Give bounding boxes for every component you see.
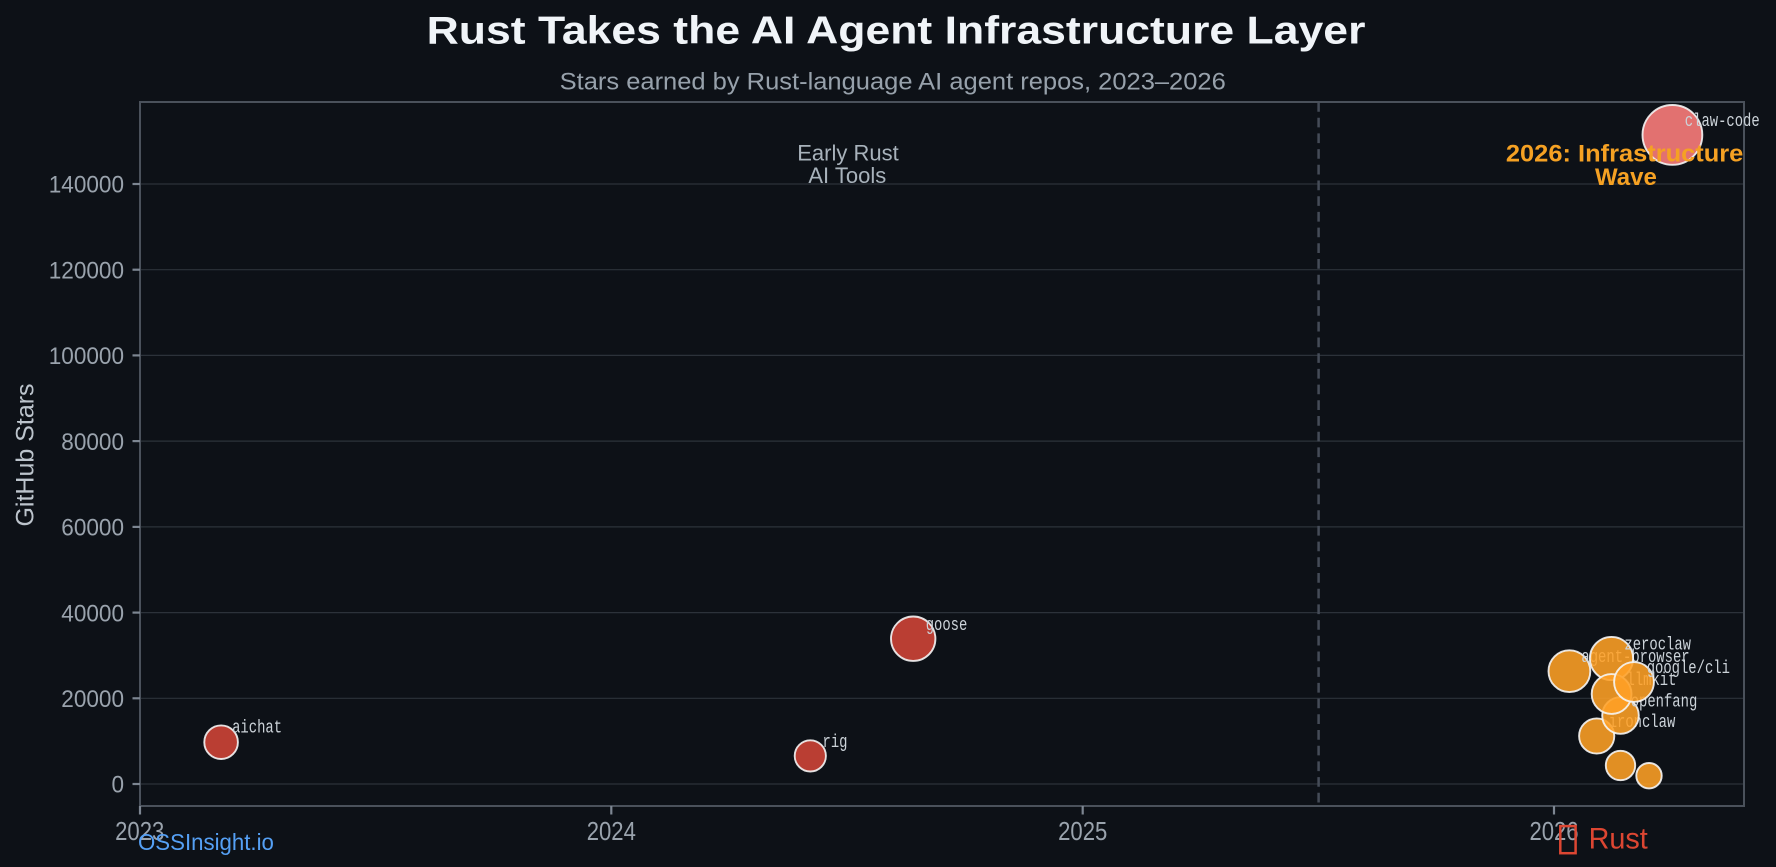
svg-text:rig: rig	[823, 731, 848, 752]
svg-text:2026: Infrastructure: 2026: Infrastructure	[1506, 141, 1743, 167]
svg-text:zeroclaw: zeroclaw	[1624, 634, 1691, 655]
svg-text:2023: 2023	[115, 817, 164, 846]
svg-text:120000: 120000	[49, 257, 124, 284]
svg-text:OSSInsight.io: OSSInsight.io	[138, 829, 274, 854]
svg-text:Early Rust: Early Rust	[797, 141, 898, 166]
svg-text:2026: 2026	[1529, 817, 1578, 846]
svg-text:2024: 2024	[587, 817, 636, 846]
svg-text:140000: 140000	[49, 171, 124, 198]
svg-text:GitHub Stars: GitHub Stars	[12, 383, 40, 526]
svg-text:20000: 20000	[61, 685, 124, 712]
svg-text:Stars earned by Rust-language: Stars earned by Rust-language AI agent r…	[560, 69, 1226, 95]
svg-text:100000: 100000	[49, 342, 124, 369]
svg-text:0: 0	[111, 771, 124, 798]
svg-text:80000: 80000	[61, 428, 124, 455]
svg-text:AI Tools: AI Tools	[808, 163, 886, 188]
svg-text:google/cli: google/cli	[1647, 657, 1730, 678]
svg-text:60000: 60000	[61, 514, 124, 541]
svg-text:aichat: aichat	[232, 717, 282, 738]
svg-text:claw-code: claw-code	[1685, 110, 1760, 131]
svg-text:2025: 2025	[1058, 817, 1107, 846]
svg-text:Wave: Wave	[1595, 164, 1657, 191]
svg-text:40000: 40000	[61, 600, 124, 627]
svg-text:Rust: Rust	[1589, 822, 1648, 856]
svg-text:goose: goose	[926, 614, 968, 635]
svg-text:Rust Takes the AI Agent Infras: Rust Takes the AI Agent Infrastructure L…	[427, 8, 1366, 52]
